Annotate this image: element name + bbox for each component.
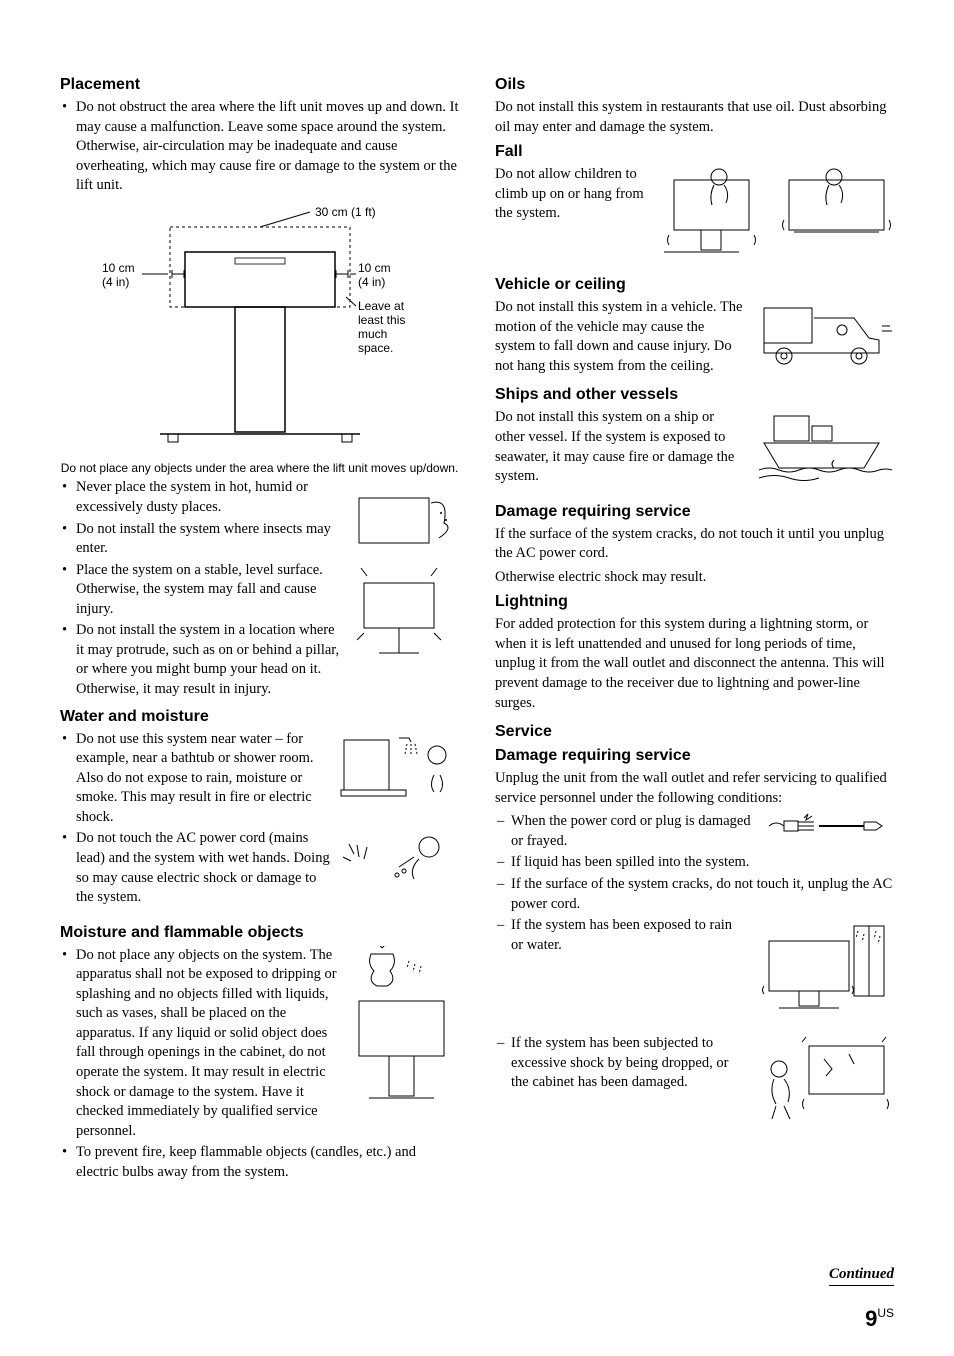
svg-text:(4 in): (4 in) xyxy=(102,275,129,289)
body-text: Do not install this system on a ship or … xyxy=(495,408,746,486)
list-item: Never place the system in hot, humid or … xyxy=(60,478,341,517)
continued-label: Continued xyxy=(829,1266,894,1286)
heading-water: Water and moisture xyxy=(60,708,459,726)
left-column: Placement Do not obstruct the area where… xyxy=(60,70,459,1184)
list-item: Do not install the system where insects … xyxy=(60,520,341,559)
diagram-caption: Do not place any objects under the area … xyxy=(60,461,459,477)
list-item: Do not place any objects on the system. … xyxy=(60,946,341,1142)
page-number: 9US xyxy=(865,1306,894,1332)
placement-list-1: Do not obstruct the area where the lift … xyxy=(60,98,459,196)
list-item: If the system has been exposed to rain o… xyxy=(495,916,746,955)
heading-vehicle: Vehicle or ceiling xyxy=(495,276,894,294)
list-item: If liquid has been spilled into the syst… xyxy=(495,853,894,873)
heading-lightning: Lightning xyxy=(495,593,894,611)
list-item: Place the system on a stable, level surf… xyxy=(60,561,341,620)
list-item: If the surface of the system cracks, do … xyxy=(495,875,894,914)
list-item: Do not install the system in a location … xyxy=(60,621,341,699)
svg-text:(4 in): (4 in) xyxy=(358,275,385,289)
wet-hands-icon xyxy=(339,829,459,889)
dropped-icon xyxy=(754,1034,894,1129)
dust-icon xyxy=(349,478,459,668)
svg-text:much: much xyxy=(358,327,387,341)
body-text: If the surface of the system cracks, do … xyxy=(495,525,894,564)
rain-icon xyxy=(754,916,894,1016)
heading-moisture: Moisture and flammable objects xyxy=(60,924,459,942)
list-item: Do not obstruct the area where the lift … xyxy=(60,98,459,196)
shower-icon xyxy=(339,730,459,800)
body-text: For added protection for this system dur… xyxy=(495,615,894,713)
diagram-top-label: 30 cm (1 ft) xyxy=(315,205,376,219)
placement-list-2: Never place the system in hot, humid or … xyxy=(60,478,341,699)
heading-placement: Placement xyxy=(60,76,459,94)
list-item: To prevent fire, keep flammable objects … xyxy=(60,1143,459,1182)
svg-text:10 cm: 10 cm xyxy=(358,261,391,275)
cord-icon xyxy=(764,812,894,840)
svg-text:space.: space. xyxy=(358,341,393,355)
vehicle-icon xyxy=(754,298,894,378)
heading-ships: Ships and other vessels xyxy=(495,386,894,404)
placement-diagram: 30 cm (1 ft) 10 cm (4 in) 10 cm (4 in) xyxy=(60,202,459,477)
body-text: Do not install this system in restaurant… xyxy=(495,98,894,137)
heading-service: Service xyxy=(495,723,894,741)
body-text: Otherwise electric shock may result. xyxy=(495,568,894,588)
ship-icon xyxy=(754,408,894,488)
body-text: Do not allow children to climb up on or … xyxy=(495,165,656,224)
heading-fall: Fall xyxy=(495,143,894,161)
list-item: If the system has been subjected to exce… xyxy=(495,1034,746,1093)
heading-damage2: Damage requiring service xyxy=(495,747,894,765)
svg-text:10 cm: 10 cm xyxy=(102,261,135,275)
list-item: When the power cord or plug is damaged o… xyxy=(495,812,756,851)
fall-icon xyxy=(664,165,894,260)
body-text: Unplug the unit from the wall outlet and… xyxy=(495,769,894,808)
body-text: Do not install this system in a vehicle.… xyxy=(495,298,746,376)
vase-icon xyxy=(349,946,459,1116)
svg-text:Leave at: Leave at xyxy=(358,299,405,313)
list-item: Do not touch the AC power cord (mains le… xyxy=(60,829,331,907)
svg-text:least this: least this xyxy=(358,313,405,327)
list-item: Do not use this system near water – for … xyxy=(60,730,331,828)
heading-damage1: Damage requiring service xyxy=(495,503,894,521)
right-column: Oils Do not install this system in resta… xyxy=(495,70,894,1184)
heading-oils: Oils xyxy=(495,76,894,94)
